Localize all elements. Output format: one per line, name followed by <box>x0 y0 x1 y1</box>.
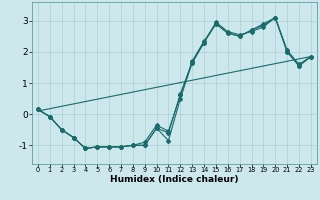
X-axis label: Humidex (Indice chaleur): Humidex (Indice chaleur) <box>110 175 239 184</box>
